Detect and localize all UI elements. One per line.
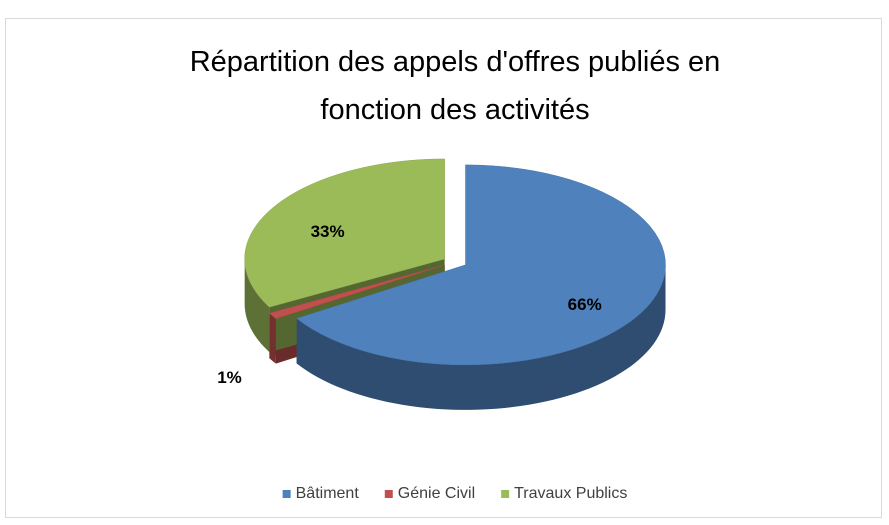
- legend-swatch: [501, 490, 510, 498]
- slice-side: [296, 264, 666, 410]
- slice-side: [269, 313, 276, 364]
- chart-title: Répartition des appels d'offres publiés …: [189, 46, 721, 126]
- data-label: 66%: [568, 295, 602, 314]
- chart-frame: [5, 18, 882, 518]
- data-label: 33%: [311, 222, 345, 241]
- legend-label: Bâtiment: [296, 485, 360, 502]
- slice-side: [244, 258, 270, 353]
- slice: [268, 264, 445, 319]
- data-label: 1%: [217, 368, 242, 387]
- legend-label: Génie Civil: [398, 485, 475, 502]
- slice: [296, 164, 666, 366]
- legend-swatch: [384, 490, 393, 498]
- legend-swatch: [282, 490, 291, 498]
- legend-label: Travaux Publics: [514, 485, 627, 502]
- slice: [244, 158, 445, 308]
